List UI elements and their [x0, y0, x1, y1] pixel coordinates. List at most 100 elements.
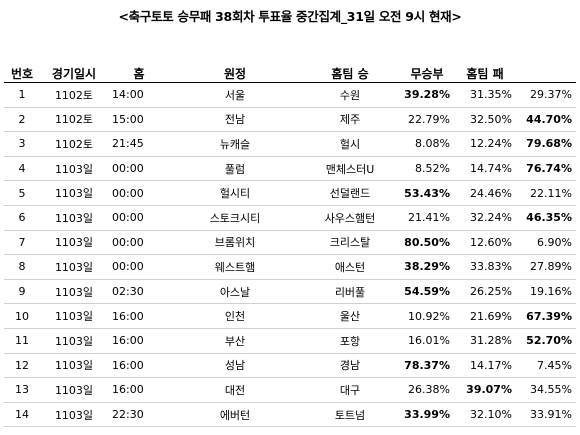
table-row: 2 1102토 15:00 전남 제주 22.79% 32.50% 44.70%	[4, 107, 576, 133]
header-no: 번호	[4, 64, 40, 83]
row-pct-1: 33.99%	[400, 402, 454, 428]
row-time: 00:00	[108, 156, 170, 182]
table-row: 7 1103일 00:00 브롬위치 크리스탈 80.50% 12.60% 6.90%	[4, 230, 576, 256]
row-pct-1: 80.50%	[400, 230, 454, 256]
row-time: 16:00	[108, 377, 170, 403]
row-number: 13	[4, 377, 40, 403]
row-pct-2: 32.24%	[454, 205, 516, 231]
row-number: 10	[4, 303, 40, 329]
row-pct-1: 10.92%	[400, 303, 454, 329]
row-pct-3: 29.37%	[516, 82, 576, 108]
row-date: 1102토	[40, 107, 108, 133]
row-home-team: 대전	[170, 377, 300, 403]
row-date: 1103일	[40, 205, 108, 231]
row-date: 1102토	[40, 131, 108, 157]
row-time: 00:00	[108, 254, 170, 280]
row-number: 11	[4, 328, 40, 354]
row-number: 12	[4, 353, 40, 379]
row-pct-1: 16.01%	[400, 328, 454, 354]
row-date: 1103일	[40, 156, 108, 182]
row-away-team: 헐시	[300, 131, 400, 157]
table-row: 8 1103일 00:00 웨스트햄 애스턴 38.29% 33.83% 27.89%	[4, 254, 576, 280]
row-pct-1: 54.59%	[400, 279, 454, 305]
table-row: 3 1102토 21:45 뉴캐슬 헐시 8.08% 12.24% 79.68%	[4, 131, 576, 157]
header-date: 경기일시	[40, 64, 108, 83]
page-title: <축구토토 승무패 38회차 투표율 중간집계_31일 오전 9시 현재>	[118, 9, 462, 24]
row-pct-1: 39.28%	[400, 82, 454, 108]
row-date: 1103일	[40, 180, 108, 206]
row-pct-1: 53.43%	[400, 180, 454, 206]
row-away-team: 선덜랜드	[300, 180, 400, 206]
row-pct-3: 34.55%	[516, 377, 576, 403]
row-number: 6	[4, 205, 40, 231]
row-time: 00:00	[108, 205, 170, 231]
row-date: 1103일	[40, 402, 108, 428]
row-date: 1102토	[40, 82, 108, 108]
row-pct-3: 22.11%	[516, 180, 576, 206]
row-away-team: 토트넘	[300, 402, 400, 428]
row-pct-3: 6.90%	[516, 230, 576, 256]
row-number: 5	[4, 180, 40, 206]
row-date: 1103일	[40, 230, 108, 256]
table-row: 13 1103일 16:00 대전 대구 26.38% 39.07% 34.55%	[4, 377, 576, 403]
row-number: 7	[4, 230, 40, 256]
row-pct-3: 67.39%	[516, 303, 576, 329]
row-number: 2	[4, 107, 40, 133]
row-time: 16:00	[108, 328, 170, 354]
row-number: 8	[4, 254, 40, 280]
row-pct-2: 14.17%	[454, 353, 516, 379]
row-pct-3: 33.91%	[516, 402, 576, 428]
row-pct-3: 46.35%	[516, 205, 576, 231]
row-pct-2: 31.28%	[454, 328, 516, 354]
header-awaywin: 홈팀 패	[454, 64, 516, 83]
header-home: 원정	[170, 64, 300, 83]
row-date: 1103일	[40, 303, 108, 329]
row-away-team: 사우스햄턴	[300, 205, 400, 231]
header-row: 번호 경기일시 홈 원정 홈팀 승 무승부 홈팀 패	[4, 64, 576, 83]
row-away-team: 맨체스터U	[300, 156, 400, 182]
row-away-team: 애스턴	[300, 254, 400, 280]
row-pct-3: 19.16%	[516, 279, 576, 305]
row-time: 16:00	[108, 353, 170, 379]
row-pct-2: 24.46%	[454, 180, 516, 206]
table-row: 4 1103일 00:00 풀럼 맨체스터U 8.52% 14.74% 76.74%	[4, 156, 576, 182]
row-pct-1: 78.37%	[400, 353, 454, 379]
row-home-team: 뉴캐슬	[170, 131, 300, 157]
row-away-team: 리버풀	[300, 279, 400, 305]
row-pct-2: 32.50%	[454, 107, 516, 133]
row-pct-1: 8.52%	[400, 156, 454, 182]
table-row: 9 1103일 02:30 아스날 리버풀 54.59% 26.25% 19.16%	[4, 279, 576, 305]
table-row: 12 1103일 16:00 성남 경남 78.37% 14.17% 7.45%	[4, 353, 576, 379]
row-pct-1: 21.41%	[400, 205, 454, 231]
row-number: 14	[4, 402, 40, 428]
row-pct-3: 7.45%	[516, 353, 576, 379]
row-home-team: 스토크시티	[170, 205, 300, 231]
row-number: 1	[4, 82, 40, 108]
row-home-team: 아스날	[170, 279, 300, 305]
row-away-team: 울산	[300, 303, 400, 329]
row-number: 4	[4, 156, 40, 182]
row-pct-1: 38.29%	[400, 254, 454, 280]
row-away-team: 경남	[300, 353, 400, 379]
row-pct-2: 12.24%	[454, 131, 516, 157]
row-time: 02:30	[108, 279, 170, 305]
table-row: 1 1102토 14:00 서울 수원 39.28% 31.35% 29.37%	[4, 82, 576, 108]
row-number: 9	[4, 279, 40, 305]
row-date: 1103일	[40, 328, 108, 354]
row-pct-3: 76.74%	[516, 156, 576, 182]
row-pct-2: 39.07%	[454, 377, 516, 403]
row-time: 00:00	[108, 230, 170, 256]
row-pct-1: 8.08%	[400, 131, 454, 157]
row-time: 15:00	[108, 107, 170, 133]
row-away-team: 포항	[300, 328, 400, 354]
table-row: 6 1103일 00:00 스토크시티 사우스햄턴 21.41% 32.24% 46.35%	[4, 205, 576, 231]
row-time: 14:00	[108, 82, 170, 108]
row-home-team: 인천	[170, 303, 300, 329]
table-row: 14 1103일 22:30 에버턴 토트넘 33.99% 32.10% 33.91%	[4, 402, 576, 428]
header-away: 홈팀 승	[300, 64, 400, 83]
table-row: 10 1103일 16:00 인천 울산 10.92% 21.69% 67.39%	[4, 303, 576, 329]
header-time: 홈	[108, 64, 170, 83]
row-time: 00:00	[108, 180, 170, 206]
row-pct-2: 26.25%	[454, 279, 516, 305]
row-time: 22:30	[108, 402, 170, 428]
